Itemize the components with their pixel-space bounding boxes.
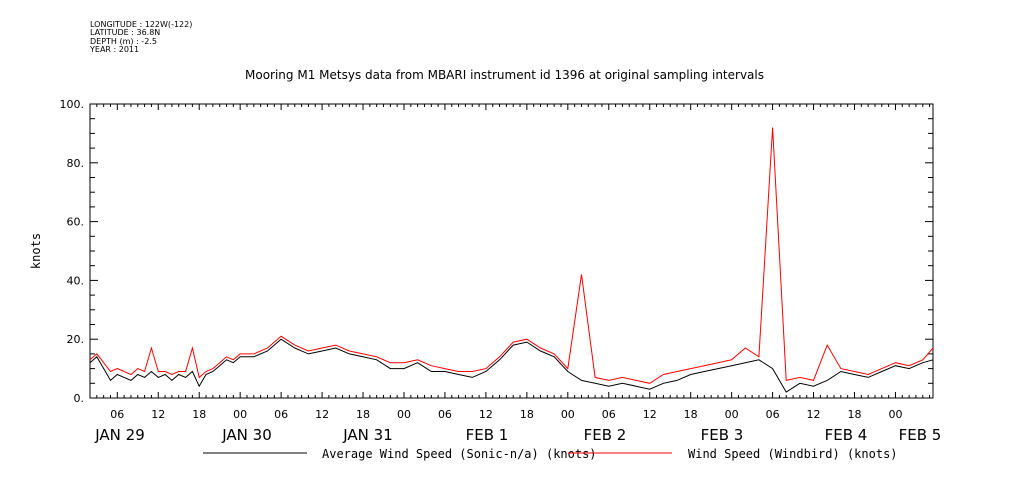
x-tick-label: 06 (602, 408, 616, 421)
x-tick-label: 18 (848, 408, 862, 421)
x-tick-label: 12 (643, 408, 657, 421)
y-axis-label: knots (29, 233, 43, 269)
x-day-label: FEB 4 (825, 426, 868, 444)
x-day-label: FEB 1 (466, 426, 509, 444)
x-tick-label: 00 (397, 408, 411, 421)
meta-longitude: LONGITUDE : 122W(-122) (90, 20, 193, 29)
x-tick-label: 06 (110, 408, 124, 421)
x-day-label: JAN 29 (94, 426, 145, 444)
x-tick-label: 12 (315, 408, 329, 421)
meta-latitude: LATITUDE : 36.8N (90, 28, 161, 38)
y-tick-label: 40. (67, 274, 85, 287)
legend: Average Wind Speed (Sonic-n/a) (knots) Wi… (203, 447, 898, 461)
x-tick-label: 18 (520, 408, 534, 421)
x-tick-label: 18 (192, 408, 206, 421)
y-tick-label: 100. (60, 98, 85, 111)
series-line-windbird (89, 127, 934, 384)
x-tick-label: 18 (684, 408, 698, 421)
x-day-label: JAN 30 (221, 426, 272, 444)
legend-label-average: Average Wind Speed (Sonic-n/a) (knots) (322, 447, 597, 461)
y-tick-label: 0. (74, 392, 85, 405)
x-day-label: FEB 3 (701, 426, 744, 444)
x-tick-label: 00 (888, 408, 902, 421)
x-tick-label: 06 (274, 408, 288, 421)
meta-year: YEAR : 2011 (90, 45, 140, 55)
series-line-average-wind (89, 338, 934, 393)
metadata-block: LONGITUDE : 122W(-122) LATITUDE : 36.8N … (90, 20, 193, 55)
plot-frame (89, 103, 934, 399)
meta-depth: DEPTH (m) : -2.5 (90, 36, 157, 46)
x-tick-label: 12 (479, 408, 493, 421)
x-day-label: FEB 5 (899, 426, 942, 444)
legend-label-windbird: Wind Speed (Windbird) (knots) (688, 447, 898, 461)
y-axis: 0. 20. 40. 60. 80. 100. (60, 98, 933, 405)
x-tick-label: 00 (725, 408, 739, 421)
y-tick-label: 20. (67, 333, 85, 346)
x-tick-label: 18 (356, 408, 370, 421)
chart-title: Mooring M1 Metsys data from MBARI instru… (245, 68, 764, 82)
x-axis: 06 12 18 00 06 12 18 00 06 12 18 00 06 12 18 00 06 12 18 00… (89, 104, 942, 444)
x-tick-label: 00 (561, 408, 575, 421)
x-day-label: FEB 2 (584, 426, 627, 444)
y-tick-label: 60. (67, 216, 85, 229)
x-tick-label: 06 (766, 408, 780, 421)
x-tick-label: 12 (151, 408, 165, 421)
x-tick-label: 00 (233, 408, 247, 421)
y-tick-label: 80. (67, 157, 85, 170)
x-tick-label: 06 (438, 408, 452, 421)
x-day-label: JAN 31 (342, 426, 393, 444)
x-tick-label: 12 (807, 408, 821, 421)
